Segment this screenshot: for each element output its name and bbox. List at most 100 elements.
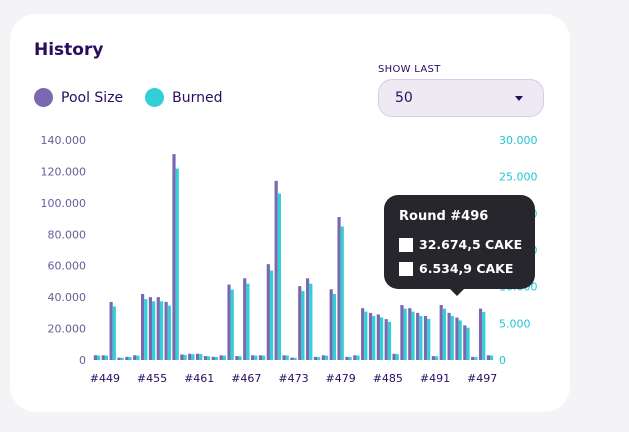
burned-bar [356,355,360,360]
legend-label-pool-size: Pool Size [61,89,124,106]
y-left-tick-label: 20.000 [48,323,87,336]
y-left-tick-label: 80.000 [48,228,87,241]
tooltip-burned-swatch [399,261,413,276]
burned-bar [136,355,140,360]
pool-size-bar [203,356,208,360]
tooltip-burned-row: 6.534,9 CAKE [399,261,513,276]
burned-bar [254,355,258,360]
y-right-tick-label: 5.000 [499,317,531,330]
tooltip-pool-value: 32.674,5 CAKE [419,237,523,252]
burned-bar [301,291,305,360]
x-tick-label: #497 [467,372,497,385]
pool-size-bar [140,294,145,360]
pool-size-bar [337,217,341,360]
y-left-tick-label: 0 [79,354,86,367]
pool-size-bar [211,356,215,360]
burned-bar [191,354,195,360]
burned-bar [238,356,242,360]
burned-bar [120,357,124,360]
pool-size-bar [416,312,420,360]
pool-size-bar [361,308,365,360]
pool-size-bar [133,355,137,360]
y-left-tick-label: 40.000 [48,291,87,304]
pool-size-bar [156,297,160,360]
y-right-tick-label: 0 [499,354,506,367]
burned-bar [332,294,336,360]
chevron-down-icon [515,96,523,101]
x-tick-label: #467 [231,372,261,385]
pool-size-bar [195,353,200,360]
burned-bar [482,312,486,360]
burned-bar [474,357,478,360]
pool-size-bar [313,356,318,360]
burned-bar [293,357,297,360]
pool-size-bar [258,355,263,360]
pool-size-bar [148,297,153,360]
pool-size-swatch [34,88,53,107]
pool-size-bar [368,312,373,360]
burned-bar [348,357,352,360]
burned-bar [490,355,494,360]
pool-size-bar [219,355,223,360]
pool-size-bar [423,316,428,360]
pool-size-bar [431,356,435,360]
pool-size-bar [392,353,396,360]
burned-bar [419,316,423,360]
burned-bar [411,311,415,360]
pool-size-bar [463,325,467,360]
pool-size-bar [329,289,333,360]
legend-item-pool-size[interactable]: Pool Size [34,88,123,107]
burned-bar [246,283,250,360]
chart-legend: Pool Size Burned [34,88,245,107]
x-tick-label: #479 [326,372,356,385]
pool-size-bar [486,355,490,360]
pool-size-bar [353,355,357,360]
x-tick-label: #449 [90,372,120,385]
pool-size-bar [400,305,404,360]
burned-bar [207,356,211,360]
burned-bar [269,270,274,360]
pool-size-bar [384,319,388,360]
pool-size-bar [408,308,412,360]
pool-size-bar [376,314,380,360]
y-right-tick-label: 25.000 [499,171,538,184]
pool-size-bar [290,357,294,360]
tooltip-pointer [450,289,464,296]
y-right-tick-label: 30.000 [499,134,538,147]
y-left-tick-label: 120.000 [41,165,87,178]
pool-size-bar [180,354,184,360]
pool-size-bar [251,355,255,360]
burned-bar [309,283,313,360]
pool-size-bar [274,180,278,360]
burned-bar [427,318,431,360]
x-tick-label: #491 [420,372,450,385]
y-left-tick-label: 140.000 [41,134,87,147]
burned-bar [159,301,164,360]
pool-size-bar [227,284,231,360]
burned-bar [112,306,116,360]
pool-size-bar [109,301,113,360]
round-tooltip: Round #496 32.674,5 CAKE 6.534,9 CAKE [384,195,535,296]
burned-bar [152,301,156,360]
pool-size-bar [93,355,97,360]
burned-bar [262,355,266,360]
show-last-select[interactable]: 50 [378,79,544,117]
burned-bar [128,357,132,360]
pool-size-bar [188,353,192,360]
pool-size-bar [164,301,168,360]
burned-bar [277,193,281,360]
pool-size-bar [471,356,475,360]
burned-bar [442,308,447,360]
burned-bar [324,355,329,360]
burned-swatch [145,88,165,107]
pool-size-bar [243,278,247,360]
pool-size-bar [321,355,325,360]
burned-bar [458,320,462,360]
legend-item-burned[interactable]: Burned [145,88,223,107]
burned-bar [104,355,109,360]
pool-size-bar [478,308,483,360]
pool-size-bar [345,356,349,360]
burned-bar [230,289,234,360]
burned-bar [97,355,101,360]
x-tick-label: #485 [373,372,403,385]
